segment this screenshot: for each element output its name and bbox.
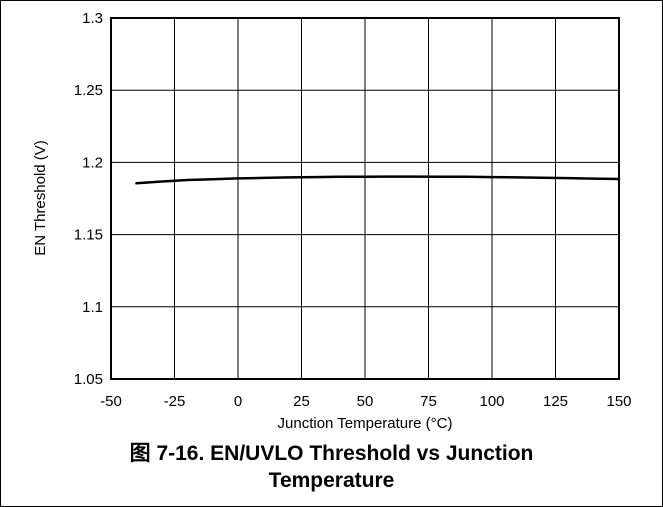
- figure-caption: 图 7-16. EN/UVLO Threshold vs Junction Te…: [0, 440, 663, 494]
- grid: [111, 18, 619, 379]
- x-tick-label: 25: [293, 393, 310, 410]
- series-layer: [135, 175, 621, 185]
- line-chart: -50 -25 0 25 50 75 100 125 150 1.05 1.1 1.15 1.2 1.2…: [32, 10, 632, 432]
- y-tick-label: 1.15: [74, 227, 103, 244]
- x-tick-label: 100: [479, 393, 504, 410]
- y-tick-label: 1.2: [82, 154, 103, 171]
- x-tick-label: -25: [164, 393, 186, 410]
- caption-line-2: Temperature: [268, 469, 395, 492]
- caption-line-1: 图 7-16. EN/UVLO Threshold vs Junction: [129, 442, 534, 465]
- y-tick-label: 1.25: [74, 82, 103, 99]
- y-tick-label: 1.3: [82, 10, 103, 27]
- x-tick-label: 75: [420, 393, 437, 410]
- x-tick-label: 125: [543, 393, 568, 410]
- y-tick-label: 1.1: [82, 299, 103, 316]
- y-tick-label: 1.05: [74, 371, 103, 388]
- x-axis-label: Junction Temperature (°C): [278, 415, 453, 432]
- x-tick-label: -50: [100, 393, 122, 410]
- series-line-1: [135, 175, 621, 185]
- y-tick-labels: 1.05 1.1 1.15 1.2 1.25 1.3: [74, 10, 103, 388]
- plot-border: [110, 17, 620, 380]
- y-axis-label: EN Threshold (V): [32, 140, 49, 256]
- x-tick-label: 150: [606, 393, 631, 410]
- x-tick-label: 50: [357, 393, 374, 410]
- x-tick-labels: -50 -25 0 25 50 75 100 125 150: [100, 393, 631, 410]
- x-tick-label: 0: [234, 393, 242, 410]
